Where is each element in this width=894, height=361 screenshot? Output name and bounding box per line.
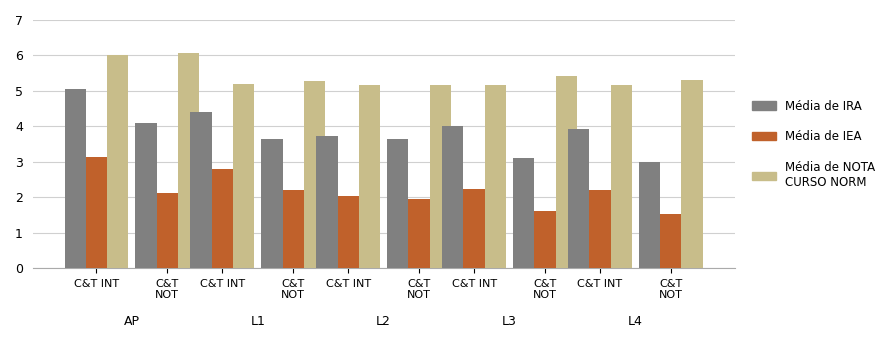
Bar bbox=[107, 56, 128, 269]
Bar bbox=[337, 196, 358, 269]
Bar bbox=[408, 199, 429, 269]
Bar bbox=[680, 80, 702, 269]
Bar bbox=[358, 84, 380, 269]
Bar bbox=[512, 158, 534, 269]
Bar bbox=[212, 169, 232, 269]
Bar bbox=[660, 214, 680, 269]
Bar bbox=[178, 53, 199, 269]
Bar bbox=[303, 81, 325, 269]
Bar bbox=[442, 126, 463, 269]
Bar bbox=[190, 112, 212, 269]
Bar bbox=[555, 76, 576, 269]
Legend: Média de IRA, Média de IEA, Média de NOTA
CURSO NORM: Média de IRA, Média de IEA, Média de NOT… bbox=[746, 95, 879, 193]
Bar bbox=[316, 136, 337, 269]
Bar bbox=[568, 129, 588, 269]
Bar bbox=[485, 84, 505, 269]
Bar bbox=[638, 162, 660, 269]
Bar bbox=[64, 89, 86, 269]
Bar bbox=[232, 84, 254, 269]
Bar bbox=[156, 193, 178, 269]
Bar bbox=[463, 188, 485, 269]
Bar bbox=[86, 157, 107, 269]
Bar bbox=[534, 210, 555, 269]
Bar bbox=[588, 190, 610, 269]
Bar bbox=[610, 84, 631, 269]
Bar bbox=[387, 139, 408, 269]
Bar bbox=[429, 84, 451, 269]
Bar bbox=[135, 123, 156, 269]
Bar bbox=[261, 139, 283, 269]
Bar bbox=[283, 190, 303, 269]
